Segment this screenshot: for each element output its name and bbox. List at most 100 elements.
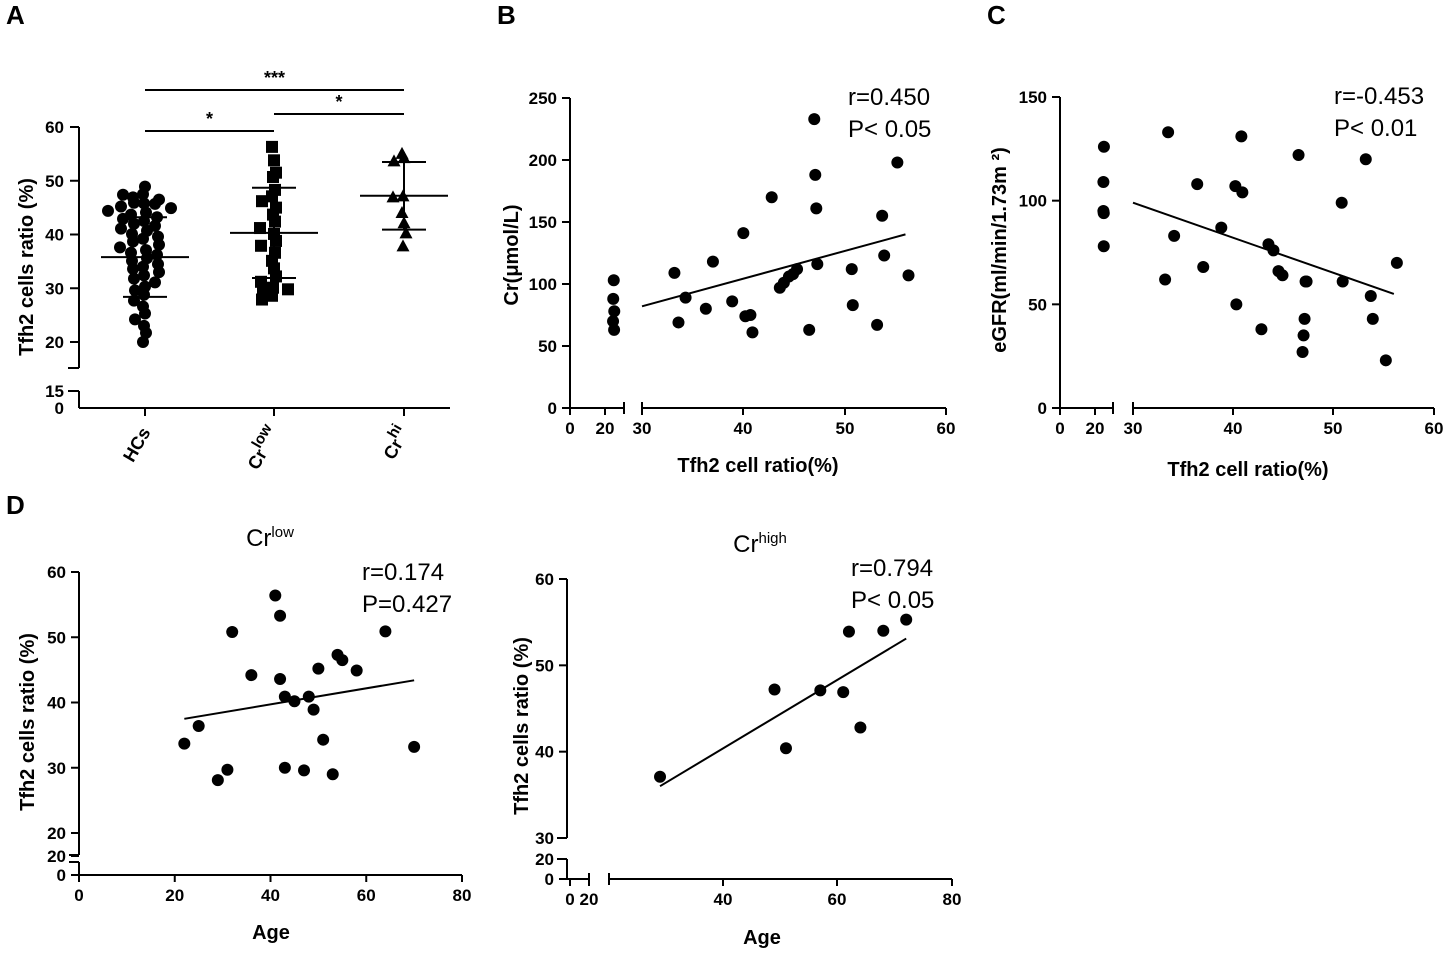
x-category-label: Crlow [238, 421, 283, 473]
data-point [891, 156, 904, 169]
data-point [878, 249, 891, 262]
y-tick-label: 150 [1019, 88, 1047, 107]
data-point [765, 191, 778, 204]
data-point [298, 764, 311, 777]
data-point [845, 263, 858, 276]
correlation-p: P< 0.05 [848, 116, 931, 143]
data-point [672, 316, 685, 329]
x-tick-label: 40 [714, 890, 733, 909]
y-tick-label: 0 [55, 399, 64, 418]
data-point [803, 323, 816, 336]
data-point [336, 654, 349, 667]
data-point [266, 140, 278, 153]
y-axis-label: Tfh2 cells ratio (%) [16, 178, 38, 356]
data-point [102, 204, 114, 217]
panel-letter-a: A [6, 0, 25, 30]
data-point [607, 315, 620, 328]
data-point [1097, 207, 1110, 220]
data-point [221, 763, 234, 776]
data-point [668, 266, 681, 279]
data-point [138, 197, 150, 210]
data-point [137, 336, 149, 348]
x-tick-label: 0 [1055, 419, 1064, 438]
data-point [1197, 261, 1210, 274]
data-point [1336, 275, 1349, 288]
data-point [127, 262, 139, 275]
data-point [117, 188, 129, 201]
data-point [1359, 153, 1372, 166]
y-tick-label: 40 [535, 743, 554, 762]
correlation-p: P< 0.05 [851, 587, 934, 614]
data-point [706, 255, 719, 268]
data-point [278, 690, 291, 703]
data-point [140, 326, 152, 339]
significance-label: * [335, 92, 342, 112]
data-point [1191, 178, 1204, 191]
x-tick-label: 60 [357, 886, 376, 905]
y-tick-label: 0 [545, 870, 554, 889]
data-point [877, 624, 890, 637]
data-point [269, 589, 282, 602]
data-point [317, 733, 330, 746]
data-point [129, 313, 141, 326]
data-point [153, 266, 165, 279]
data-point [679, 291, 692, 304]
x-tick-label: 0 [565, 890, 574, 909]
data-point [282, 283, 294, 296]
y-axis-label: eGFR(ml/min/1.73m ²) [989, 147, 1011, 353]
y-tick-label: 50 [538, 337, 557, 356]
x-tick-label: 40 [734, 419, 753, 438]
data-point [288, 695, 301, 708]
data-point [128, 217, 140, 230]
panel-a-chart: 20 30 40 50 60 015 Tfh2 cells ratio (%) HCs Crlo… [16, 68, 450, 473]
correlation-r: r=0.794 [851, 555, 933, 582]
data-point [1366, 312, 1379, 325]
y-tick-label: 100 [1019, 192, 1047, 211]
x-axis-label: Age [252, 922, 290, 944]
data-point [149, 197, 161, 210]
data-point [399, 226, 413, 239]
data-point [226, 626, 239, 639]
data-point [1297, 329, 1310, 342]
y-tick-label: 0 [57, 866, 66, 885]
x-tick-label: 0 [74, 886, 83, 905]
data-point [307, 703, 320, 716]
y-tick-label: 30 [45, 279, 64, 298]
data-point [726, 295, 739, 308]
data-point [779, 742, 792, 755]
data-point [268, 154, 280, 167]
data-point [255, 239, 267, 252]
data-point [1267, 244, 1280, 257]
y-tick-label: 0 [1038, 399, 1047, 418]
data-point [165, 202, 177, 215]
x-tick-label: 20 [165, 886, 184, 905]
data-point [607, 274, 620, 287]
data-point [326, 768, 339, 781]
data-point [744, 309, 757, 321]
y-tick-label: 50 [535, 656, 554, 675]
data-point [1292, 149, 1305, 162]
correlation-p: P=0.427 [362, 591, 452, 618]
y-tick-label: 40 [47, 694, 66, 713]
data-point [746, 326, 759, 339]
data-point [127, 235, 139, 248]
significance-label: *** [264, 68, 285, 88]
data-point [114, 241, 126, 254]
data-point [1300, 275, 1313, 288]
y-tick-label: 100 [529, 275, 557, 294]
y-tick-label: 50 [47, 628, 66, 647]
data-point [408, 740, 421, 753]
data-point [608, 323, 621, 336]
data-point [1097, 140, 1110, 153]
data-point [270, 234, 282, 247]
x-tick-label: 60 [1425, 419, 1444, 438]
data-point [737, 227, 750, 240]
data-point [350, 664, 363, 677]
data-point [1097, 176, 1110, 189]
data-point [791, 263, 804, 276]
regression-line [659, 637, 907, 788]
data-point [254, 222, 266, 235]
data-point [768, 683, 781, 696]
data-point [379, 625, 392, 638]
